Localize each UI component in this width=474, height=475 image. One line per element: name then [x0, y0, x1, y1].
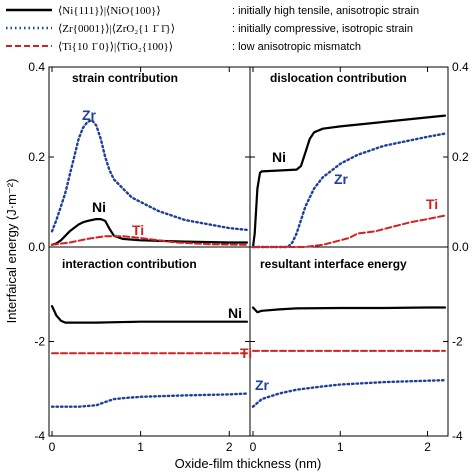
y-tick-label-bottom-left: -2: [34, 335, 45, 349]
panel-title-interaction: interaction contribution: [62, 257, 197, 271]
series-line-ni-panel-2: [251, 114, 447, 249]
y-tick-label-top-right: 0.4: [452, 60, 469, 74]
series-line-ni-panel-1: [50, 218, 249, 246]
series-line-zr-panel-4: [251, 379, 447, 408]
panel-title-strain: strain contribution: [72, 71, 178, 85]
x-tick-label-col-2: 1: [337, 440, 344, 454]
panel-title-resultant: resultant interface energy: [260, 257, 407, 271]
series-labels: Zr Ni Ti Ni Zr Ti Ni Ti Zr: [82, 107, 438, 393]
y-tick-label-top-left: 0.0: [28, 240, 45, 254]
label-zr-dislocation: Zr: [334, 171, 349, 187]
y-tick-label-bottom-right: -4: [452, 429, 463, 443]
panel-titles: strain contribution dislocation contribu…: [62, 71, 407, 271]
y-tick-label-bottom-right: -2: [452, 335, 463, 349]
legend-desc-zr: : initially compressive, isotropic strai…: [232, 23, 413, 35]
x-tick-label-col-2: 2: [424, 440, 431, 454]
series-line-ni-panel-3: [50, 305, 249, 324]
x-tick-label-col-1: 1: [137, 440, 144, 454]
label-zr-strain: Zr: [82, 107, 97, 123]
x-tick-label-col-1: 2: [226, 440, 233, 454]
label-ti-dislocation: Ti: [426, 196, 438, 212]
x-tick-label-col-1: 0: [49, 440, 56, 454]
series-line-zr-panel-2: [251, 132, 447, 249]
x-tick-label-col-2: 0: [250, 440, 257, 454]
y-tick-label-bottom-left: -4: [34, 429, 45, 443]
label-ni-interaction: Ni: [228, 305, 242, 321]
y-tick-label-top-left: 0.2: [28, 150, 45, 164]
label-ni-strain: Ni: [92, 199, 106, 215]
legend-desc-ni: : initially high tensile, anisotropic st…: [232, 5, 419, 17]
series-line-ni-panel-4: [251, 306, 447, 314]
legend-interface-ti: ⟨Ti{10 1̄ 0}⟩|⟨TiO₂{100}⟩: [58, 41, 173, 53]
legend-desc-ti: : low anisotropic mismatch: [232, 41, 361, 53]
series-line-zr-panel-1: [50, 118, 249, 233]
y-tick-label-top-right: 0.0: [452, 240, 469, 254]
label-ti-strain: Ti: [132, 222, 144, 238]
series-line-ti-panel-1: [51, 235, 248, 246]
series-layer: [50, 114, 447, 408]
label-ni-dislocation: Ni: [272, 149, 286, 165]
y-axis-label: Interfaical energy (J·m⁻²): [4, 179, 19, 324]
y-tick-label-top-right: 0.2: [452, 150, 469, 164]
legend-interface-zr: ⟨Zr{0001}⟩|⟨ZrO₂{1 1̄ 1̄}⟩: [58, 23, 175, 35]
series-line-ti-panel-2: [252, 214, 446, 248]
legend: ⟨Ni{111}⟩|⟨NiO{100}⟩ : initially high te…: [6, 5, 419, 53]
axis-ticks: 0.0 0.0 0.2 0.2 0.4 0.4 -2 -2 -4 -4 0 1 2 0 1 2: [28, 60, 469, 454]
x-axis-label: Oxide-film thickness (nm): [175, 456, 322, 471]
panel-title-dislocation: dislocation contribution: [270, 71, 407, 85]
series-line-zr-panel-3: [50, 392, 249, 408]
label-zr-resultant: Zr: [255, 377, 270, 393]
label-ti-interaction: Ti: [240, 345, 252, 361]
legend-interface-ni: ⟨Ni{111}⟩|⟨NiO{100}⟩: [58, 5, 161, 17]
y-tick-label-top-left: 0.4: [28, 60, 45, 74]
